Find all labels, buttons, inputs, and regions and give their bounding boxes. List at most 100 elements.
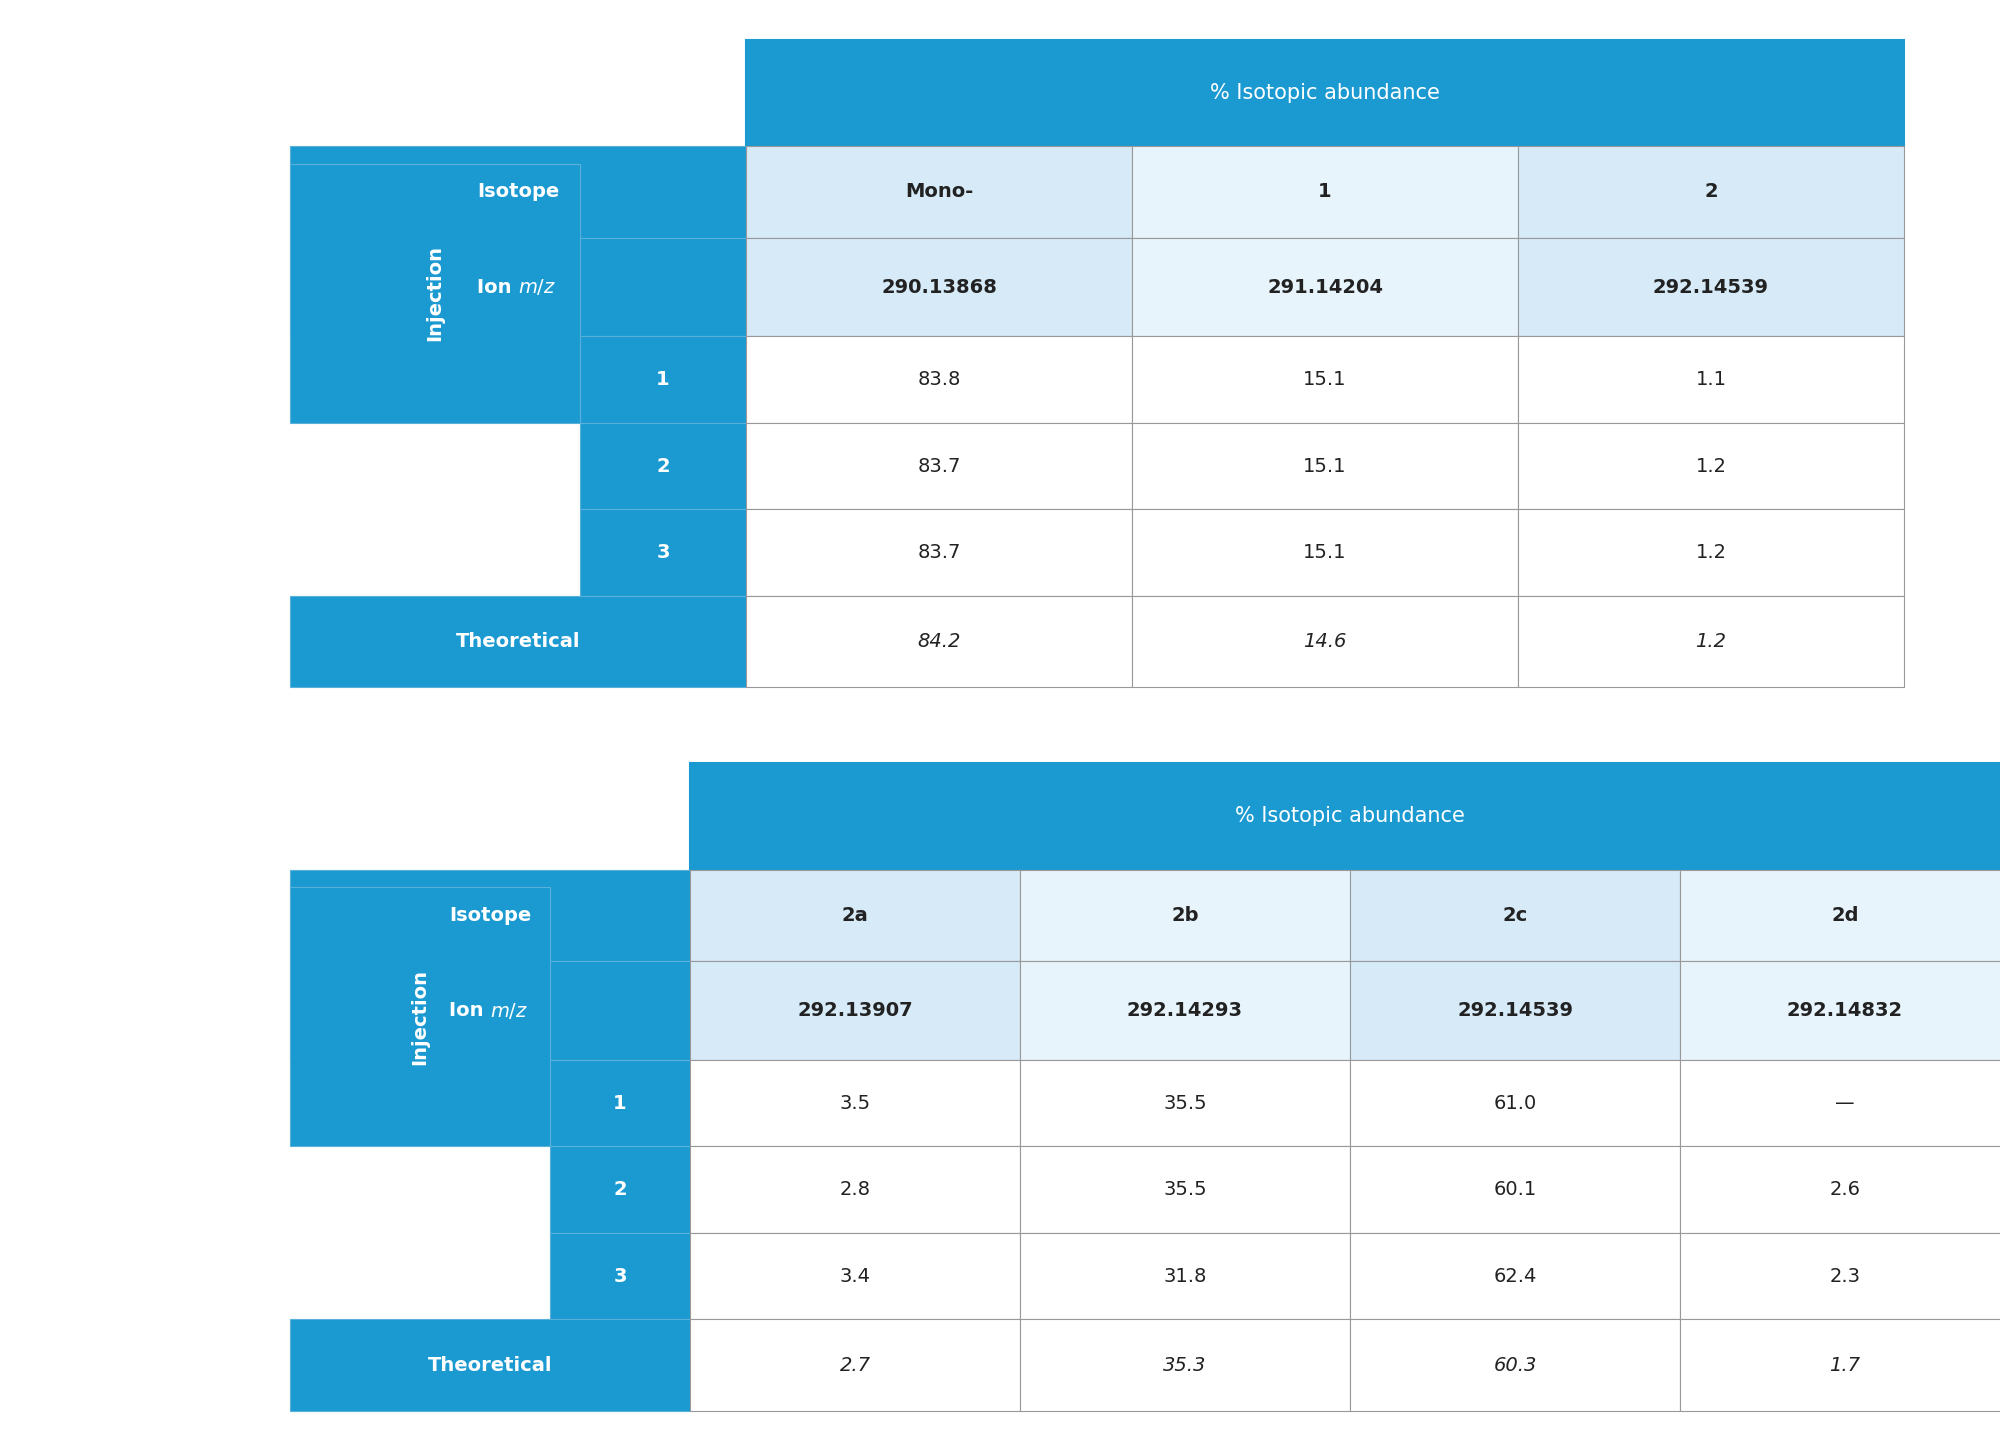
- Bar: [1350, 1061, 1680, 1146]
- Text: 1: 1: [1318, 182, 1332, 201]
- Text: 1.2: 1.2: [1696, 543, 1726, 561]
- Text: 1.2: 1.2: [1696, 457, 1726, 476]
- Text: 291.14204: 291.14204: [1268, 278, 1384, 297]
- Bar: [1020, 1061, 1350, 1146]
- Bar: [1020, 870, 1350, 961]
- Bar: [690, 1061, 1020, 1146]
- Text: Injection: Injection: [410, 968, 430, 1065]
- Text: 3.4: 3.4: [840, 1266, 870, 1285]
- Text: 292.14832: 292.14832: [1786, 1001, 1904, 1020]
- Bar: [690, 870, 1020, 961]
- Text: $m/z$: $m/z$: [490, 1000, 528, 1020]
- Bar: [1350, 870, 1680, 961]
- Bar: [746, 237, 1132, 337]
- Text: Theoretical: Theoretical: [428, 1356, 552, 1375]
- Bar: [1518, 423, 1904, 509]
- Text: 83.7: 83.7: [918, 543, 960, 561]
- Bar: [290, 887, 550, 1146]
- Bar: [1518, 146, 1904, 237]
- Bar: [1350, 1320, 1680, 1411]
- Text: 62.4: 62.4: [1494, 1266, 1536, 1285]
- Bar: [290, 164, 580, 423]
- Bar: [1518, 237, 1904, 337]
- Bar: [580, 509, 746, 596]
- Text: % Isotopic abundance: % Isotopic abundance: [1236, 806, 1464, 826]
- Bar: [550, 1233, 690, 1320]
- Text: 61.0: 61.0: [1494, 1094, 1536, 1113]
- Text: 15.1: 15.1: [1304, 543, 1346, 561]
- Bar: [690, 1233, 1020, 1320]
- Text: $m/z$: $m/z$: [518, 276, 556, 297]
- Bar: [580, 423, 746, 509]
- Bar: [1518, 596, 1904, 687]
- Bar: [746, 423, 1132, 509]
- Text: Ion: Ion: [476, 278, 518, 297]
- Text: 290.13868: 290.13868: [882, 278, 996, 297]
- Bar: [290, 237, 746, 337]
- Text: 292.13907: 292.13907: [798, 1001, 912, 1020]
- Bar: [1132, 423, 1518, 509]
- Bar: [1680, 1146, 2000, 1233]
- Text: Isotope: Isotope: [476, 182, 560, 201]
- Text: 3: 3: [614, 1266, 626, 1285]
- Text: 35.5: 35.5: [1164, 1094, 1206, 1113]
- Text: 2.6: 2.6: [1830, 1181, 1860, 1200]
- Text: 2c: 2c: [1502, 906, 1528, 925]
- Text: 15.1: 15.1: [1304, 457, 1346, 476]
- Text: Isotope: Isotope: [448, 906, 532, 925]
- Bar: [1132, 146, 1518, 237]
- Text: 15.1: 15.1: [1304, 370, 1346, 389]
- Text: Ion: Ion: [448, 1001, 490, 1020]
- Bar: [1518, 509, 1904, 596]
- Text: 83.7: 83.7: [918, 457, 960, 476]
- Bar: [1132, 509, 1518, 596]
- Bar: [1020, 1320, 1350, 1411]
- Bar: [1680, 961, 2000, 1061]
- Text: 1: 1: [614, 1094, 626, 1113]
- Bar: [550, 1061, 690, 1146]
- Text: 83.8: 83.8: [918, 370, 960, 389]
- Bar: [1680, 1233, 2000, 1320]
- Text: 2: 2: [1704, 182, 1718, 201]
- Bar: [746, 509, 1132, 596]
- Bar: [1350, 1233, 1680, 1320]
- Bar: [290, 961, 690, 1061]
- Bar: [1132, 237, 1518, 337]
- Bar: [746, 146, 1132, 237]
- Text: 1.7: 1.7: [1830, 1356, 1860, 1375]
- Bar: [580, 337, 746, 423]
- Bar: [690, 1320, 1020, 1411]
- Bar: [1132, 337, 1518, 423]
- Bar: [690, 961, 1020, 1061]
- Text: 2.8: 2.8: [840, 1181, 870, 1200]
- Text: 31.8: 31.8: [1164, 1266, 1206, 1285]
- Text: 292.14539: 292.14539: [1652, 278, 1770, 297]
- Bar: [1680, 870, 2000, 961]
- Bar: [690, 1146, 1020, 1233]
- Text: 60.1: 60.1: [1494, 1181, 1536, 1200]
- Text: % Isotopic abundance: % Isotopic abundance: [1210, 82, 1440, 103]
- Bar: [1020, 1233, 1350, 1320]
- Bar: [1518, 337, 1904, 423]
- Text: 2d: 2d: [1832, 906, 1858, 925]
- Bar: [746, 596, 1132, 687]
- Text: 1.1: 1.1: [1696, 370, 1726, 389]
- Text: 2b: 2b: [1172, 906, 1198, 925]
- Bar: [290, 870, 690, 961]
- Text: 14.6: 14.6: [1304, 632, 1346, 651]
- Bar: [290, 596, 746, 687]
- Text: 35.3: 35.3: [1164, 1356, 1206, 1375]
- Bar: [746, 337, 1132, 423]
- Text: 2.7: 2.7: [840, 1356, 870, 1375]
- Bar: [290, 1320, 690, 1411]
- Bar: [746, 41, 1904, 146]
- Bar: [690, 764, 2000, 870]
- Text: 3: 3: [656, 543, 670, 561]
- Text: 3.5: 3.5: [840, 1094, 870, 1113]
- Text: 35.5: 35.5: [1164, 1181, 1206, 1200]
- Bar: [1680, 1320, 2000, 1411]
- Bar: [290, 146, 746, 237]
- Bar: [550, 1146, 690, 1233]
- Text: 1: 1: [656, 370, 670, 389]
- Text: 2.3: 2.3: [1830, 1266, 1860, 1285]
